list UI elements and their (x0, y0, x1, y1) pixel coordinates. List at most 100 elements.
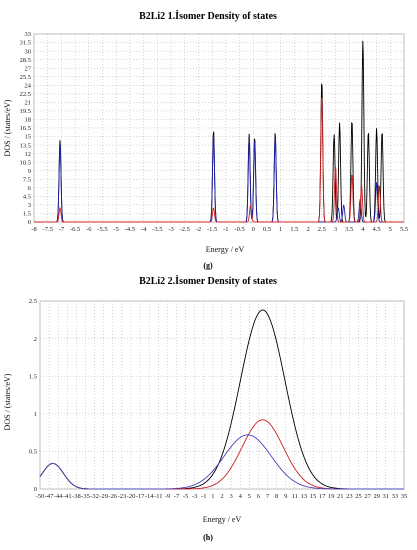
gridlines (39, 300, 405, 490)
x-tick-label: 4 (239, 493, 243, 500)
x-tick-label: -1 (201, 493, 206, 500)
x-tick-label: -41 (63, 493, 72, 500)
x-tick-label: 27 (364, 493, 371, 500)
x-tick-label: 5 (248, 493, 251, 500)
x-tick-label: -20 (127, 493, 136, 500)
dos-series-line (34, 97, 404, 223)
y-tick-label: 0.5 (29, 449, 37, 456)
x-tick-label: -50 (36, 493, 45, 500)
x-tick-label: -7.5 (43, 226, 53, 233)
dos-series-line (34, 135, 404, 223)
x-tick-label: 19 (328, 493, 335, 500)
y-tick-label: 0 (34, 486, 37, 493)
x-tick-label: 11 (292, 493, 298, 500)
x-tick-label: 31 (383, 493, 390, 500)
x-tick-label: -29 (99, 493, 108, 500)
tick-labels: -8 -7.5 -7 -6.5 -6 -5.5 -5 -4.5 -4 -3.5 -3 -2.5 -2 -1… (20, 31, 408, 233)
y-tick-label: 33 (25, 31, 32, 38)
x-tick-label: 0.5 (263, 226, 271, 233)
dos-series-line (39, 434, 404, 490)
y-tick-label: 9 (28, 168, 31, 175)
y-tick-label: 19.5 (20, 108, 31, 115)
x-tick-label: 29 (373, 493, 380, 500)
y-tick-label: 13.5 (20, 142, 31, 149)
x-tick-label: 7 (266, 493, 270, 500)
tick-labels: -50 -47 -44 -41 -38 -35 -32 -29 -26 -23 -20 -17 -14-… (29, 298, 407, 500)
x-tick-label: -11 (154, 493, 162, 500)
x-tick-label: -1 (223, 226, 228, 233)
x-tick-label: -3 (168, 226, 173, 233)
x-tick-label: -8 (31, 226, 36, 233)
x-tick-label: 2 (220, 493, 223, 500)
x-tick-label: -23 (118, 493, 127, 500)
figure-caption: (g) (203, 261, 213, 270)
y-tick-label: 2.5 (29, 298, 37, 305)
x-tick-label: 21 (337, 493, 344, 500)
y-tick-label: 25.5 (20, 74, 31, 81)
x-tick-label: -5.5 (97, 226, 107, 233)
x-tick-label: 5.5 (400, 226, 408, 233)
x-tick-label: -7 (59, 226, 65, 233)
x-tick-label: 4.5 (373, 226, 381, 233)
y-tick-label: 12 (25, 151, 32, 158)
x-tick-label: -7 (174, 493, 180, 500)
plot-frame (33, 33, 405, 223)
y-tick-label: 27 (25, 65, 32, 72)
dos-chart-isomer-1: B2Li2 1.İsomer Density of states -8 -7.5-… (3, 10, 408, 270)
y-tick-label: 18 (25, 117, 32, 124)
x-tick-label: 25 (355, 493, 362, 500)
x-tick-label: 1 (279, 226, 282, 233)
y-tick-label: 6 (28, 185, 32, 192)
dos-series-line (34, 41, 404, 223)
x-tick-label: -6.5 (70, 226, 80, 233)
x-tick-label: -47 (45, 493, 54, 500)
x-axis-label: Energy / eV (203, 515, 242, 524)
x-tick-label: -6 (86, 226, 92, 233)
y-tick-label: 10.5 (20, 159, 31, 166)
y-tick-label: 7.5 (23, 176, 31, 183)
x-tick-label: -4 (141, 226, 147, 233)
x-tick-label: 4 (361, 226, 365, 233)
gridlines (33, 33, 405, 223)
x-tick-label: -2 (196, 226, 201, 233)
x-tick-label: 2 (306, 226, 309, 233)
x-tick-label: -4.5 (125, 226, 135, 233)
x-tick-label: 6 (257, 493, 261, 500)
x-tick-label: -17 (136, 493, 145, 500)
chart-title: B2Li2 1.İsomer Density of states (139, 10, 277, 22)
y-tick-label: 30 (25, 48, 32, 55)
x-tick-label: 3 (229, 493, 232, 500)
x-tick-label: -5 (114, 226, 119, 233)
y-tick-label: 1.5 (23, 211, 31, 218)
x-tick-label: 3 (334, 226, 337, 233)
x-tick-label: -3 (192, 493, 197, 500)
series-lines (39, 309, 404, 490)
x-tick-label: 23 (346, 493, 353, 500)
x-tick-label: -44 (54, 493, 63, 500)
x-tick-label: 9 (284, 493, 287, 500)
y-axis-label: DOS / (states/eV) (3, 373, 12, 430)
y-tick-label: 3 (28, 202, 31, 209)
y-tick-label: 2 (34, 336, 37, 343)
x-tick-label: -3.5 (152, 226, 162, 233)
x-tick-label: 1 (211, 493, 214, 500)
y-tick-label: 24 (25, 82, 32, 89)
x-tick-label: -26 (108, 493, 117, 500)
x-tick-label: -38 (72, 493, 81, 500)
x-axis-label: Energy / eV (206, 245, 245, 254)
x-tick-label: 2.5 (318, 226, 326, 233)
series-lines (34, 41, 404, 223)
dos-chart-isomer-2: B2Li2 2.İsomer Density of states -50 -47-… (3, 275, 407, 542)
y-tick-label: 4.5 (23, 194, 31, 201)
figure-caption: (h) (203, 533, 213, 542)
x-tick-label: -35 (81, 493, 90, 500)
x-tick-label: 15 (310, 493, 317, 500)
dos-series-line (39, 309, 404, 490)
x-tick-label: 0 (252, 226, 255, 233)
y-axis-label: DOS / (states/eV) (3, 99, 12, 156)
y-tick-label: 0 (28, 219, 31, 226)
y-tick-label: 16.5 (20, 125, 31, 132)
chart-title: B2Li2 2.İsomer Density of states (139, 275, 277, 287)
x-tick-label: -14 (145, 493, 154, 500)
x-tick-label: 8 (275, 493, 278, 500)
